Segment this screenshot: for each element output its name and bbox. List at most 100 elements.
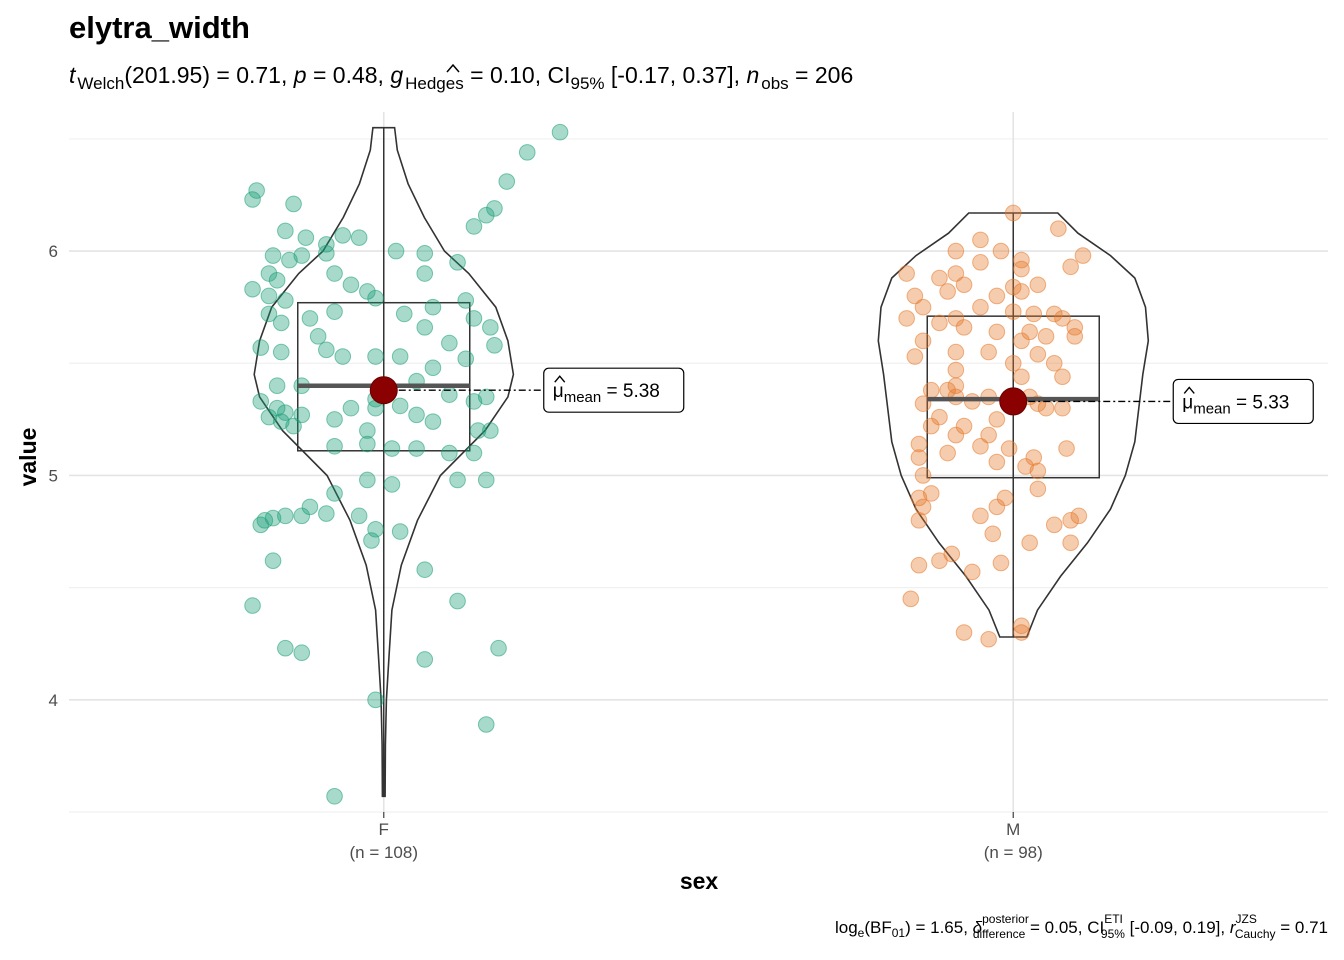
data-point xyxy=(922,485,940,502)
data-point xyxy=(914,395,932,412)
data-point xyxy=(391,397,409,415)
caption-r-value: = 0.71 xyxy=(1276,918,1328,937)
data-point xyxy=(988,411,1006,428)
data-point xyxy=(898,265,915,282)
data-point xyxy=(955,276,973,294)
data-point xyxy=(477,716,495,733)
data-point xyxy=(449,471,466,489)
data-point xyxy=(318,505,335,522)
x-axis: F (n = 108) M (n = 98) xyxy=(349,812,1043,862)
data-point xyxy=(297,229,315,246)
data-point xyxy=(947,426,965,444)
subtitle-ci-value: [-0.17, 0.37], xyxy=(605,62,747,88)
data-point xyxy=(914,298,932,316)
data-point xyxy=(1037,328,1055,345)
mean-hat-icon xyxy=(554,375,566,383)
data-point xyxy=(972,254,989,271)
data-point xyxy=(383,440,401,457)
x-tick-label-F: F xyxy=(379,820,389,839)
x-tick-count-M: (n = 98) xyxy=(984,843,1043,862)
mean-value: = 5.38 xyxy=(601,381,660,402)
y-axis: 4 5 6 xyxy=(49,242,58,710)
data-point xyxy=(244,597,261,614)
data-point xyxy=(326,303,343,320)
major-gridlines xyxy=(69,112,1328,812)
data-point xyxy=(1004,303,1022,320)
chart-caption: loge(BF01) = 1.65, δposterior difference … xyxy=(835,912,1328,941)
data-point xyxy=(252,339,270,356)
data-point xyxy=(1004,204,1022,222)
data-point xyxy=(980,426,997,444)
data-point xyxy=(441,386,458,403)
caption-bf-value: ) = 1.65, xyxy=(905,918,973,937)
data-point xyxy=(326,265,343,282)
caption-ci-value: [-0.09, 0.19], xyxy=(1125,918,1230,937)
mean-hat-icon xyxy=(1183,386,1195,394)
data-point xyxy=(906,287,924,305)
data-point xyxy=(1021,534,1038,552)
data-point xyxy=(996,489,1014,507)
data-point xyxy=(972,231,989,249)
data-point xyxy=(252,393,270,410)
data-point xyxy=(350,507,368,525)
data-point xyxy=(342,399,360,417)
data-point xyxy=(988,287,1006,305)
y-tick-label: 4 xyxy=(49,691,58,710)
data-point xyxy=(477,471,495,489)
caption-ci-sup: ETI xyxy=(1104,912,1123,926)
data-point xyxy=(1054,399,1071,417)
data-point xyxy=(1045,305,1063,323)
data-point xyxy=(947,377,965,395)
subtitle-p-value: = 0.48, xyxy=(307,62,391,88)
data-point xyxy=(334,227,352,244)
data-point xyxy=(1029,480,1047,498)
data-point xyxy=(1058,440,1075,457)
mean-label-M: μmean = 5.33 xyxy=(1182,392,1289,417)
data-point xyxy=(391,523,409,540)
mean-label-F: μmean = 5.38 xyxy=(553,381,660,406)
y-tick-label: 6 xyxy=(49,242,58,261)
data-point xyxy=(972,507,989,525)
mean-symbol: μ xyxy=(553,381,564,402)
data-point xyxy=(277,222,294,240)
data-point xyxy=(318,341,335,359)
data-point xyxy=(326,411,343,428)
data-point xyxy=(293,644,311,662)
data-point xyxy=(334,348,352,365)
data-point xyxy=(1045,516,1063,534)
data-point xyxy=(272,314,290,332)
data-point xyxy=(910,435,928,453)
data-point xyxy=(293,247,311,264)
data-point xyxy=(482,319,499,336)
data-point xyxy=(359,435,376,453)
data-point xyxy=(457,292,475,309)
group-M: μmean = 5.33 xyxy=(877,204,1314,648)
data-point xyxy=(931,269,948,287)
subtitle-effect: g xyxy=(390,62,403,88)
data-point xyxy=(277,639,294,657)
data-point xyxy=(367,289,384,307)
x-tick-label-M: M xyxy=(1006,820,1020,839)
chart-subtitle: t Welch(201.95) = 0.71, p = 0.48, g Hedges… xyxy=(69,62,853,93)
data-point xyxy=(367,348,384,365)
data-point xyxy=(914,332,932,350)
data-point xyxy=(963,563,981,581)
data-point xyxy=(1054,310,1071,327)
data-point xyxy=(1029,462,1047,480)
data-point xyxy=(244,280,261,298)
mean-value: = 5.33 xyxy=(1231,392,1290,413)
data-point xyxy=(988,323,1006,341)
data-point xyxy=(518,144,536,161)
subtitle-effect-sub: Hedges xyxy=(405,74,464,93)
data-point xyxy=(326,485,343,502)
data-point xyxy=(416,651,434,668)
data-point xyxy=(1013,617,1030,635)
data-point xyxy=(1021,323,1038,341)
data-point xyxy=(416,561,434,578)
data-point xyxy=(408,406,425,424)
data-point xyxy=(1013,260,1030,278)
data-point xyxy=(449,592,466,610)
data-point xyxy=(260,287,278,305)
data-point xyxy=(955,624,973,641)
data-point xyxy=(359,422,376,439)
